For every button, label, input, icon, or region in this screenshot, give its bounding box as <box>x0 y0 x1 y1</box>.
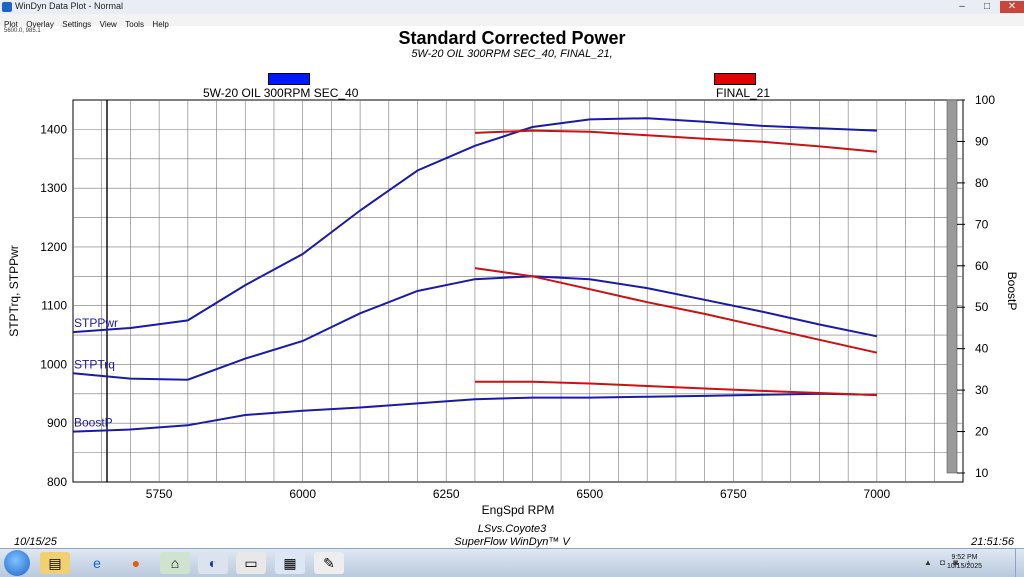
y-tick-label: 1100 <box>41 299 67 313</box>
start-button[interactable] <box>4 550 30 576</box>
x-tick-label: 7000 <box>864 487 891 501</box>
internet-explorer-icon[interactable]: e <box>93 555 101 571</box>
window-title: WinDyn Data Plot - Normal <box>15 1 124 11</box>
menu-help[interactable]: Help <box>152 20 169 29</box>
y2-tick-label: 40 <box>975 342 989 356</box>
plot-subtitle: 5W-20 OIL 300RPM SEC_40, FINAL_21, <box>411 48 613 60</box>
menu-settings[interactable]: Settings <box>62 20 92 29</box>
y2-tick-label: 70 <box>975 217 989 231</box>
legend-swatch-red <box>714 73 756 85</box>
series-label-stppwr: STPPwr <box>74 316 118 330</box>
minimize-button[interactable]: – <box>959 1 965 12</box>
footer-software: SuperFlow WinDyn™ V <box>454 536 570 548</box>
series-line-0 <box>72 117 877 334</box>
hp-icon[interactable]: ◐ <box>198 552 228 574</box>
y2-tick-label: 60 <box>975 259 989 273</box>
windyn-icon[interactable]: ⌂ <box>160 552 190 574</box>
menu-overlay[interactable]: Overlay <box>26 20 54 29</box>
clock-date: 10/15/2025 <box>946 563 982 570</box>
y2-tick-label: 20 <box>975 425 989 439</box>
dyno-icon[interactable]: ▦ <box>275 552 305 574</box>
show-desktop-button[interactable] <box>1015 549 1024 577</box>
series-label-boostp: BoostP <box>74 416 113 430</box>
y2-tick-label: 80 <box>975 176 989 190</box>
tray-icons[interactable]: ▲ ◘ ◙ ♪ <box>924 558 974 567</box>
file-explorer-icon[interactable]: ▤ <box>40 552 70 574</box>
plot-title: Standard Corrected Power <box>398 28 626 48</box>
close-button[interactable]: ✕ <box>1000 1 1024 13</box>
footer-time: 21:51:56 <box>971 536 1014 548</box>
system-clock[interactable]: 9:52 PM 10/15/2025 <box>947 553 982 571</box>
clock-time: 9:52 PM <box>951 554 978 561</box>
y2-tick-label: 50 <box>975 300 989 314</box>
paint-icon[interactable]: ✎ <box>314 552 344 574</box>
y-tick-label: 900 <box>47 416 67 430</box>
series-line-3 <box>474 129 877 153</box>
y2-tick-label: 100 <box>975 93 995 107</box>
x-tick-label: 5750 <box>146 487 173 501</box>
series-line-4 <box>474 267 878 354</box>
menu-tools[interactable]: Tools <box>125 20 144 29</box>
x-tick-label: 6000 <box>289 487 316 501</box>
app-icon <box>2 2 12 12</box>
right-scale-bar <box>946 99 958 474</box>
series-label-stptrq: STPTrq <box>74 357 115 371</box>
y-tick-label: 1400 <box>40 122 67 136</box>
y2-tick-label: 90 <box>975 134 989 148</box>
footer-date: 10/15/25 <box>14 536 57 548</box>
x-tick-label: 6500 <box>576 487 603 501</box>
y-tick-label: 800 <box>47 475 67 489</box>
y-axis-label: STPTrq, STPPwr <box>7 245 21 337</box>
x-axis-label: EngSpd RPM <box>482 503 555 517</box>
series-line-1 <box>72 275 878 381</box>
y-tick-label: 1300 <box>40 181 67 195</box>
y-tick-label: 1000 <box>40 357 67 371</box>
y2-axis-label: BoostP <box>1005 272 1019 311</box>
legend-swatch-blue <box>268 73 310 85</box>
y2-tick-label: 30 <box>975 383 989 397</box>
y-tick-label: 1200 <box>40 240 67 254</box>
legend-label-red: FINAL_21 <box>716 86 771 100</box>
menu-bar: Plot Overlay Settings View Tools Help <box>0 14 1024 29</box>
menu-plot[interactable]: Plot <box>4 20 18 29</box>
plot-frame <box>72 99 964 483</box>
taskbar: ▤ e ● ⌂ ◐ ▭ ▦ ✎ ▲ ◘ ◙ ♪ 9:52 PM 10/15/20… <box>0 548 1024 577</box>
series-line-2 <box>72 392 877 433</box>
cursor-readout: 5600.0, 985.1 <box>4 28 41 34</box>
legend-label-blue: 5W-20 OIL 300RPM SEC_40 <box>203 86 359 100</box>
firefox-icon[interactable]: ● <box>131 555 141 571</box>
maximize-button[interactable]: □ <box>983 1 991 12</box>
menu-view[interactable]: View <box>99 20 117 29</box>
x-tick-label: 6250 <box>433 487 460 501</box>
footer-run-name: LSvs.Coyote3 <box>477 523 547 535</box>
y2-tick-label: 10 <box>975 466 989 480</box>
x-tick-label: 6750 <box>720 487 747 501</box>
series-line-5 <box>474 380 877 397</box>
printer-icon[interactable]: ▭ <box>236 552 266 574</box>
